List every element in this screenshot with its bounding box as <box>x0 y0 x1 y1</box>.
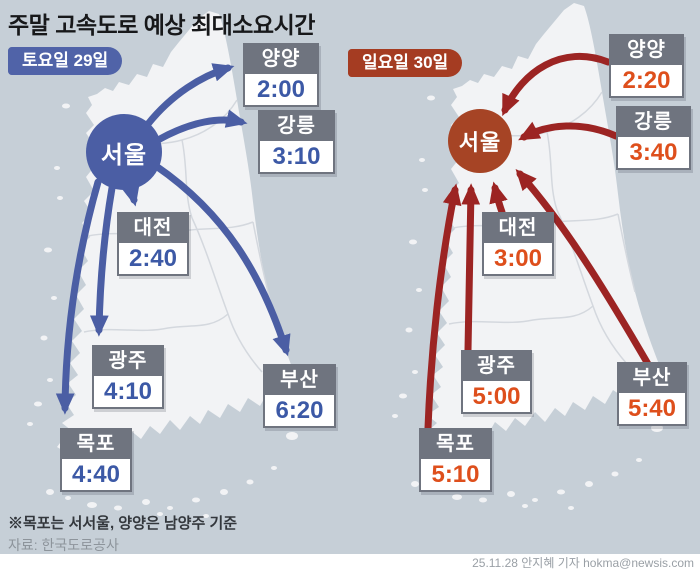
city-box-busan-saturday: 부산 6:20 <box>263 364 336 428</box>
arrow-gangneung-to-seoul <box>518 121 620 141</box>
travel-time: 4:40 <box>62 459 130 490</box>
seoul-hub-sunday: 서울 <box>448 109 512 173</box>
travel-time: 6:20 <box>265 395 334 426</box>
arrow-gwangju-to-seoul <box>461 183 481 354</box>
city-box-busan-sunday: 부산 5:40 <box>617 362 687 426</box>
city-box-gangneung-sunday: 강릉 3:40 <box>616 106 691 170</box>
travel-time: 5:10 <box>421 459 490 490</box>
travel-time: 3:40 <box>618 137 689 168</box>
city-box-gwangju-saturday: 광주 4:10 <box>92 345 164 409</box>
sunday-badge: 일요일 30일 <box>348 49 463 77</box>
credit-bar: 25.11.28 안지혜 기자 hokma@newsis.com <box>0 554 700 573</box>
arrow-daejeon-to-seoul <box>489 181 508 216</box>
arrow-seoul-to-busan <box>152 162 291 357</box>
arrow-seoul-to-gwangju <box>89 184 116 337</box>
city-name: 강릉 <box>260 112 333 141</box>
travel-time: 3:10 <box>260 141 333 172</box>
city-name: 광주 <box>463 352 530 381</box>
city-box-gangneung-saturday: 강릉 3:10 <box>258 110 335 174</box>
seoul-hub-saturday: 서울 <box>86 114 162 190</box>
city-name: 양양 <box>611 36 682 65</box>
travel-time: 5:00 <box>463 381 530 412</box>
city-box-daejeon-saturday: 대전 2:40 <box>117 212 189 276</box>
travel-time: 2:40 <box>119 243 187 274</box>
city-name: 대전 <box>484 214 552 243</box>
city-box-yangyang-sunday: 양양 2:20 <box>609 34 684 98</box>
city-name: 광주 <box>94 347 162 376</box>
arrow-yangyang-to-seoul <box>501 53 612 117</box>
city-box-gwangju-sunday: 광주 5:00 <box>461 350 532 414</box>
city-name: 대전 <box>119 214 187 243</box>
city-name: 목포 <box>421 430 490 459</box>
arrow-seoul-to-yangyang <box>144 63 235 128</box>
travel-time: 4:10 <box>94 376 162 407</box>
city-name: 부산 <box>265 366 334 395</box>
travel-time: 2:20 <box>611 65 682 96</box>
arrow-seoul-to-gangneung <box>154 109 248 144</box>
city-box-mokpo-sunday: 목포 5:10 <box>419 428 492 492</box>
city-box-yangyang-saturday: 양양 2:00 <box>243 43 319 107</box>
byline: 25.11.28 안지혜 기자 hokma@newsis.com <box>472 556 694 570</box>
sunday-arrows <box>424 53 652 432</box>
travel-time: 5:40 <box>619 393 685 424</box>
saturday-arrows <box>55 63 291 415</box>
travel-time: 3:00 <box>484 243 552 274</box>
travel-time: 2:00 <box>245 74 317 105</box>
city-name: 양양 <box>245 45 317 74</box>
city-name: 강릉 <box>618 108 689 137</box>
arrow-seoul-to-mokpo <box>55 178 102 415</box>
city-name: 목포 <box>62 430 130 459</box>
city-box-mokpo-saturday: 목포 4:40 <box>60 428 132 492</box>
page-title: 주말 고속도로 예상 최대소요시간 <box>8 12 315 38</box>
source-credit: 자료: 한국도로공사 <box>8 537 119 553</box>
saturday-badge: 토요일 29일 <box>8 47 123 75</box>
arrow-busan-to-seoul <box>515 168 652 368</box>
arrow-mokpo-to-seoul <box>424 183 462 432</box>
city-name: 부산 <box>619 364 685 393</box>
city-box-daejeon-sunday: 대전 3:00 <box>482 212 554 276</box>
footnote: ※목포는 서서울, 양양은 남양주 기준 <box>8 515 238 532</box>
